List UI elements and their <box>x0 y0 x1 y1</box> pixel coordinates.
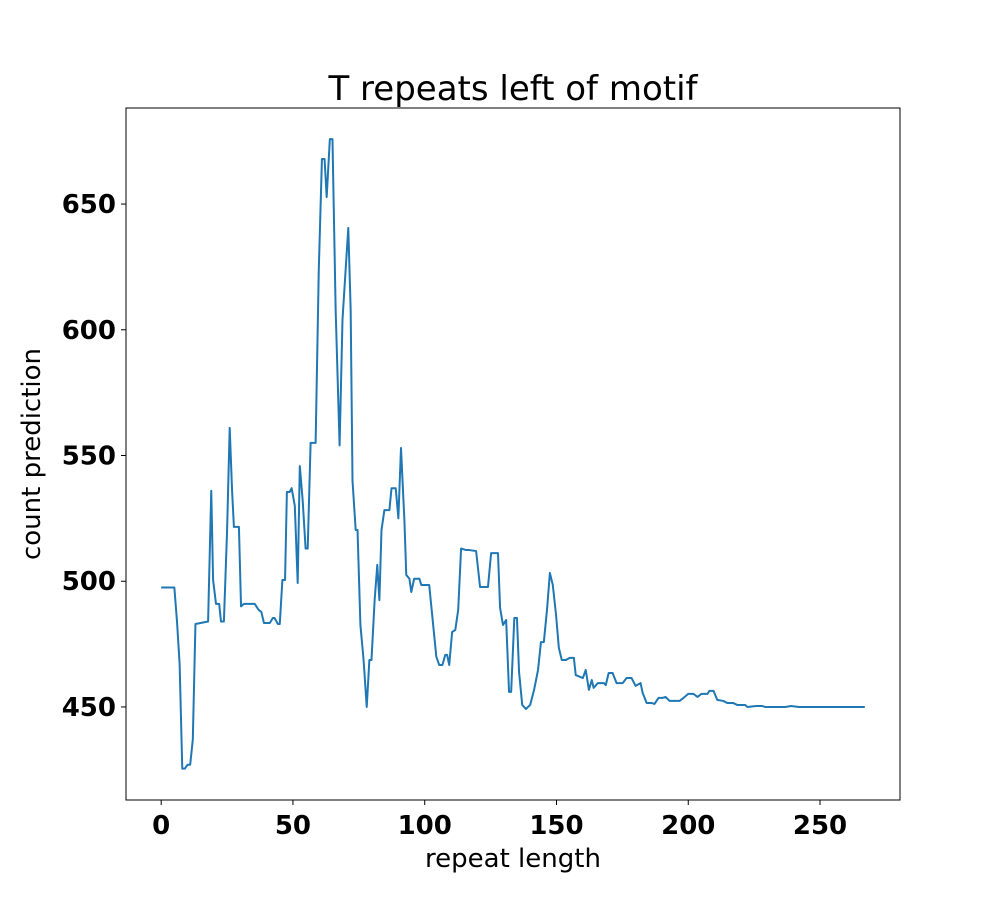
y-tick-label: 450 <box>62 693 116 723</box>
chart-title: T repeats left of motif <box>327 69 698 109</box>
x-tick-label: 0 <box>152 811 170 841</box>
y-tick-label: 600 <box>62 316 116 346</box>
y-axis-label: count prediction <box>17 348 47 560</box>
x-tick-label: 150 <box>529 811 583 841</box>
y-tick-label: 500 <box>62 567 116 597</box>
x-tick-label: 200 <box>661 811 715 841</box>
x-tick-label: 250 <box>793 811 847 841</box>
y-tick-label: 550 <box>62 442 116 472</box>
plot-frame <box>125 107 901 801</box>
x-tick-label: 50 <box>275 811 311 841</box>
y-tick-label: 650 <box>62 190 116 220</box>
x-axis-label: repeat length <box>425 844 601 874</box>
x-tick-label: 100 <box>398 811 452 841</box>
data-line <box>161 138 865 770</box>
